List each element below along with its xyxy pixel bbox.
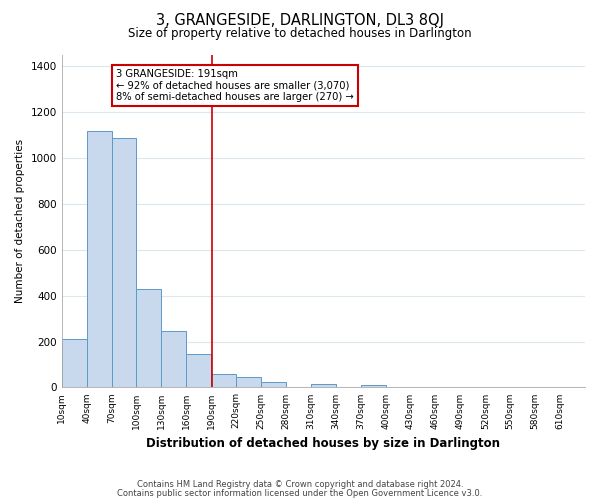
X-axis label: Distribution of detached houses by size in Darlington: Distribution of detached houses by size … — [146, 437, 500, 450]
Text: 3, GRANGESIDE, DARLINGTON, DL3 8QJ: 3, GRANGESIDE, DARLINGTON, DL3 8QJ — [156, 12, 444, 28]
Text: Size of property relative to detached houses in Darlington: Size of property relative to detached ho… — [128, 28, 472, 40]
Text: 3 GRANGESIDE: 191sqm
← 92% of detached houses are smaller (3,070)
8% of semi-det: 3 GRANGESIDE: 191sqm ← 92% of detached h… — [116, 69, 354, 102]
Bar — [86, 130, 112, 388]
Bar — [136, 289, 161, 388]
Bar — [62, 340, 86, 388]
Bar — [161, 332, 186, 388]
Bar — [186, 354, 211, 388]
Bar — [211, 374, 236, 388]
Bar — [261, 382, 286, 388]
Bar — [311, 384, 336, 388]
Bar — [361, 386, 386, 388]
Text: Contains public sector information licensed under the Open Government Licence v3: Contains public sector information licen… — [118, 488, 482, 498]
Y-axis label: Number of detached properties: Number of detached properties — [15, 139, 25, 304]
Bar — [236, 376, 261, 388]
Text: Contains HM Land Registry data © Crown copyright and database right 2024.: Contains HM Land Registry data © Crown c… — [137, 480, 463, 489]
Bar — [112, 138, 136, 388]
